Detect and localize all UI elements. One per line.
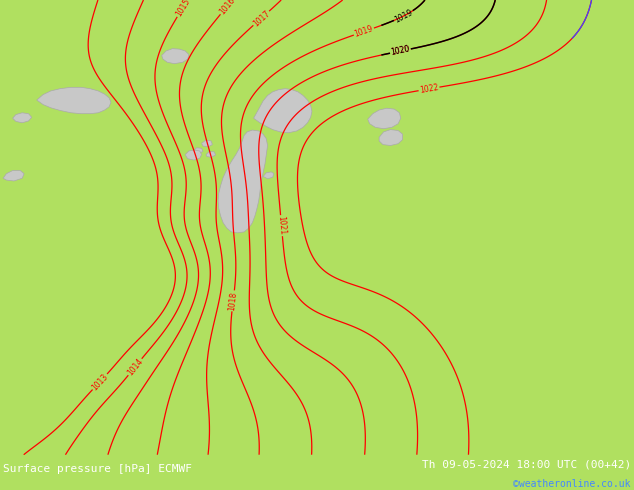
Text: 1013: 1013 bbox=[90, 372, 110, 392]
Text: 1018: 1018 bbox=[228, 291, 239, 311]
Text: 1020: 1020 bbox=[390, 45, 411, 57]
Text: 1017: 1017 bbox=[251, 8, 271, 28]
Text: 1015: 1015 bbox=[174, 0, 191, 18]
Polygon shape bbox=[368, 108, 401, 129]
Text: 1019: 1019 bbox=[393, 7, 414, 24]
Text: 1021: 1021 bbox=[276, 216, 287, 236]
Polygon shape bbox=[206, 151, 216, 157]
Polygon shape bbox=[202, 140, 212, 147]
Polygon shape bbox=[254, 89, 312, 133]
Text: 1022: 1022 bbox=[419, 83, 439, 95]
Text: 1014: 1014 bbox=[126, 357, 145, 377]
Text: Surface pressure [hPa] ECMWF: Surface pressure [hPa] ECMWF bbox=[3, 464, 192, 474]
Polygon shape bbox=[263, 172, 274, 179]
Text: 1019: 1019 bbox=[353, 24, 375, 39]
Polygon shape bbox=[193, 148, 203, 154]
Polygon shape bbox=[185, 150, 202, 160]
Text: Th 09-05-2024 18:00 UTC (00+42): Th 09-05-2024 18:00 UTC (00+42) bbox=[422, 460, 631, 469]
Polygon shape bbox=[379, 129, 403, 146]
Text: 1020: 1020 bbox=[390, 45, 411, 57]
Polygon shape bbox=[37, 87, 111, 114]
Polygon shape bbox=[3, 171, 24, 181]
Text: 1016: 1016 bbox=[217, 0, 236, 16]
Polygon shape bbox=[162, 49, 189, 64]
Polygon shape bbox=[13, 113, 32, 123]
Polygon shape bbox=[218, 130, 268, 233]
Text: ©weatheronline.co.uk: ©weatheronline.co.uk bbox=[514, 479, 631, 489]
